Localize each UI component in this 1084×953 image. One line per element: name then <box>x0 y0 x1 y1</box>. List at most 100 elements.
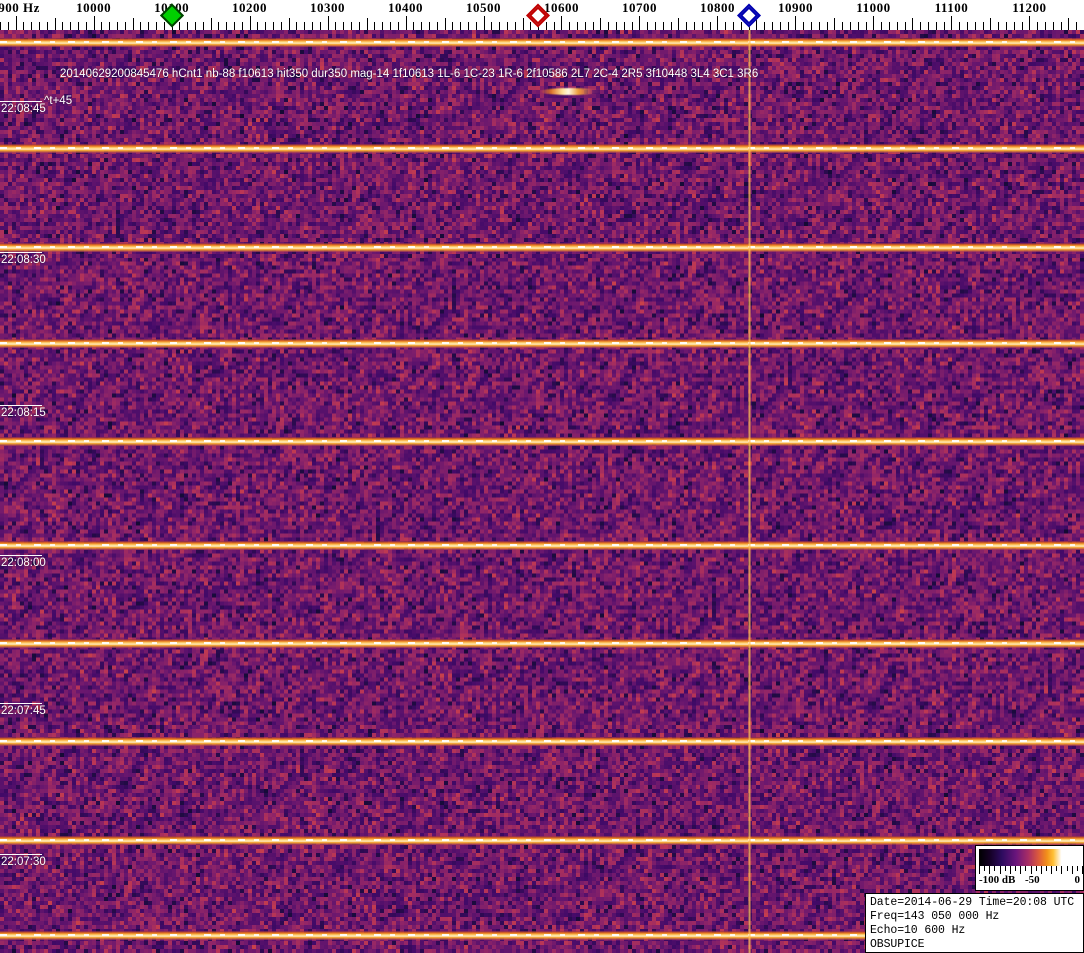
axis-tick <box>273 22 274 30</box>
color-scale-labels: -100 dB -50 0 <box>979 874 1080 889</box>
axis-tick <box>374 22 375 30</box>
axis-tick <box>8 22 9 30</box>
axis-tick <box>359 22 360 30</box>
axis-tick-label: 10000 <box>76 0 112 15</box>
axis-tick <box>499 22 500 30</box>
legend-tick <box>1040 866 1042 874</box>
axis-tick <box>289 18 290 30</box>
axis-tick <box>1014 22 1015 30</box>
axis-tick <box>460 22 461 30</box>
info-frequency: Freq=143 050 000 Hz <box>870 910 1000 923</box>
axis-tick <box>164 22 165 30</box>
time-tick <box>0 101 42 102</box>
info-echo: Echo=10 600 Hz <box>870 924 966 937</box>
axis-tick <box>70 22 71 30</box>
noise-canvas <box>0 30 1084 953</box>
axis-tick <box>827 22 828 30</box>
axis-tick <box>452 22 453 30</box>
station-info-box: Date=2014-06-29 Time=20:08 UTC Freq=143 … <box>865 893 1084 953</box>
axis-tick <box>866 22 867 30</box>
axis-tick <box>725 22 726 30</box>
axis-tick <box>1037 22 1038 30</box>
axis-tick <box>983 22 984 30</box>
axis-tick <box>600 18 601 30</box>
axis-tick <box>16 16 17 30</box>
axis-tick <box>211 18 212 30</box>
axis-tick <box>445 18 446 30</box>
axis-tick <box>569 22 570 30</box>
axis-tick <box>1053 22 1054 30</box>
axis-tick <box>702 22 703 30</box>
axis-tick <box>234 22 235 30</box>
axis-tick <box>312 22 313 30</box>
noise-texture <box>0 30 1084 953</box>
legend-tick <box>979 866 980 874</box>
axis-tick <box>281 22 282 30</box>
axis-tick <box>873 16 874 30</box>
axis-tick <box>554 22 555 30</box>
legend-tick <box>1056 866 1058 871</box>
axis-tick <box>429 22 430 30</box>
axis-tick <box>140 22 141 30</box>
legend-mid-label: -50 <box>1025 874 1040 886</box>
axis-tick <box>39 22 40 30</box>
detection-header-text: 20140629200845476 hCnt1 nb-88 f10613 hit… <box>60 68 759 80</box>
axis-tick <box>733 22 734 30</box>
axis-tick <box>694 22 695 30</box>
axis-tick <box>476 22 477 30</box>
axis-tick <box>47 22 48 30</box>
axis-tick <box>156 22 157 30</box>
axis-tick <box>195 22 196 30</box>
time-axis-label: 22:07:30 <box>1 856 46 868</box>
axis-tick <box>920 22 921 30</box>
axis-tick <box>101 22 102 30</box>
axis-tick <box>1076 22 1077 30</box>
axis-tick <box>593 22 594 30</box>
legend-tick <box>1076 866 1078 871</box>
axis-tick <box>257 22 258 30</box>
axis-tick-label: 10200 <box>232 0 268 15</box>
axis-tick <box>296 22 297 30</box>
axis-tick <box>242 22 243 30</box>
axis-tick <box>905 22 906 30</box>
axis-tick <box>998 22 999 30</box>
axis-tick <box>218 22 219 30</box>
legend-tick <box>1071 866 1073 874</box>
axis-tick <box>577 22 578 30</box>
time-axis-label: 22:08:15 <box>1 407 46 419</box>
axis-tick <box>413 22 414 30</box>
time-tick <box>0 555 42 556</box>
time-axis-label: 22:07:45 <box>1 705 46 717</box>
axis-tick <box>250 16 251 30</box>
axis-tick <box>741 22 742 30</box>
axis-tick <box>710 22 711 30</box>
axis-tick <box>834 18 835 30</box>
axis-tick-label: 10500 <box>466 0 501 15</box>
axis-tick <box>850 22 851 30</box>
axis-tick <box>86 22 87 30</box>
legend-max-label: 0 <box>1074 874 1081 886</box>
axis-tick <box>23 22 24 30</box>
axis-tick <box>187 22 188 30</box>
axis-tick <box>951 16 952 30</box>
legend-tick <box>1051 866 1053 874</box>
axis-tick <box>756 18 757 30</box>
axis-tick <box>406 16 407 30</box>
axis-tick <box>437 22 438 30</box>
axis-tick <box>803 22 804 30</box>
waterfall-display[interactable]: 20140629200845476 hCnt1 nb-88 f10613 hit… <box>0 30 1084 953</box>
axis-tick-label: 10800 <box>699 0 735 15</box>
frequency-axis-ruler[interactable]: 9900 Hz100001010010200103001040010500106… <box>0 0 1084 30</box>
axis-tick <box>343 22 344 30</box>
axis-tick <box>148 22 149 30</box>
legend-tick <box>1061 866 1063 874</box>
legend-tick <box>1030 866 1032 874</box>
axis-tick-label: 10300 <box>310 0 346 15</box>
axis-tick <box>179 22 180 30</box>
legend-tick <box>1020 866 1022 874</box>
time-tick <box>0 405 42 406</box>
axis-tick <box>125 22 126 30</box>
time-tick <box>0 854 42 855</box>
axis-tick <box>655 22 656 30</box>
axis-tick <box>632 22 633 30</box>
